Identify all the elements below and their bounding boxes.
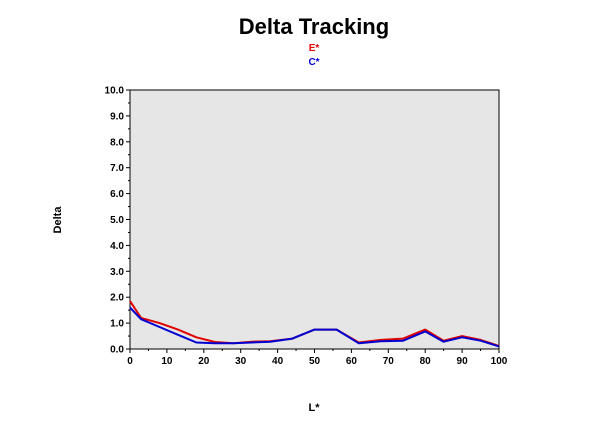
x-tick-label: 100 [491, 356, 508, 367]
x-tick-label: 60 [346, 356, 358, 367]
series-line-c [129, 306, 500, 348]
legend-entry-c: C* [308, 57, 319, 68]
y-tick-label: 0.0 [110, 345, 124, 356]
x-axis-label: L* [309, 402, 321, 414]
y-tick-label: 8.0 [110, 137, 124, 148]
x-tick-label: 20 [198, 356, 210, 367]
y-tick-label: 1.0 [110, 319, 124, 330]
x-tick-label: 50 [309, 356, 321, 367]
y-axis-label: Delta [52, 206, 64, 234]
x-tick-label: 80 [420, 356, 432, 367]
series-layer [129, 300, 500, 348]
y-tick-label: 6.0 [110, 189, 124, 200]
y-tick-label: 7.0 [110, 163, 124, 174]
y-tick-label: 2.0 [110, 293, 124, 304]
legend-entry-e: E* [309, 43, 320, 54]
x-tick-label: 30 [235, 356, 247, 367]
y-tick-label: 3.0 [110, 267, 124, 278]
x-tick-label: 10 [161, 356, 173, 367]
y-tick-label: 10.0 [105, 86, 125, 97]
x-tick-label: 40 [272, 356, 284, 367]
x-tick-label: 70 [383, 356, 395, 367]
y-axis: 0.0 1.0 2.0 3.0 4.0 5.0 6.0 7.0 8.0 9.0 10.0 [105, 86, 130, 356]
x-axis: 0 10 20 30 40 50 60 70 80 90 100 [127, 349, 508, 367]
chart-title: Delta Tracking [239, 14, 389, 39]
x-tick-label: 0 [127, 356, 133, 367]
y-tick-label: 9.0 [110, 111, 124, 122]
y-tick-label: 5.0 [110, 215, 124, 226]
x-tick-label: 90 [457, 356, 469, 367]
plot-area [129, 89, 500, 350]
y-tick-label: 4.0 [110, 241, 124, 252]
